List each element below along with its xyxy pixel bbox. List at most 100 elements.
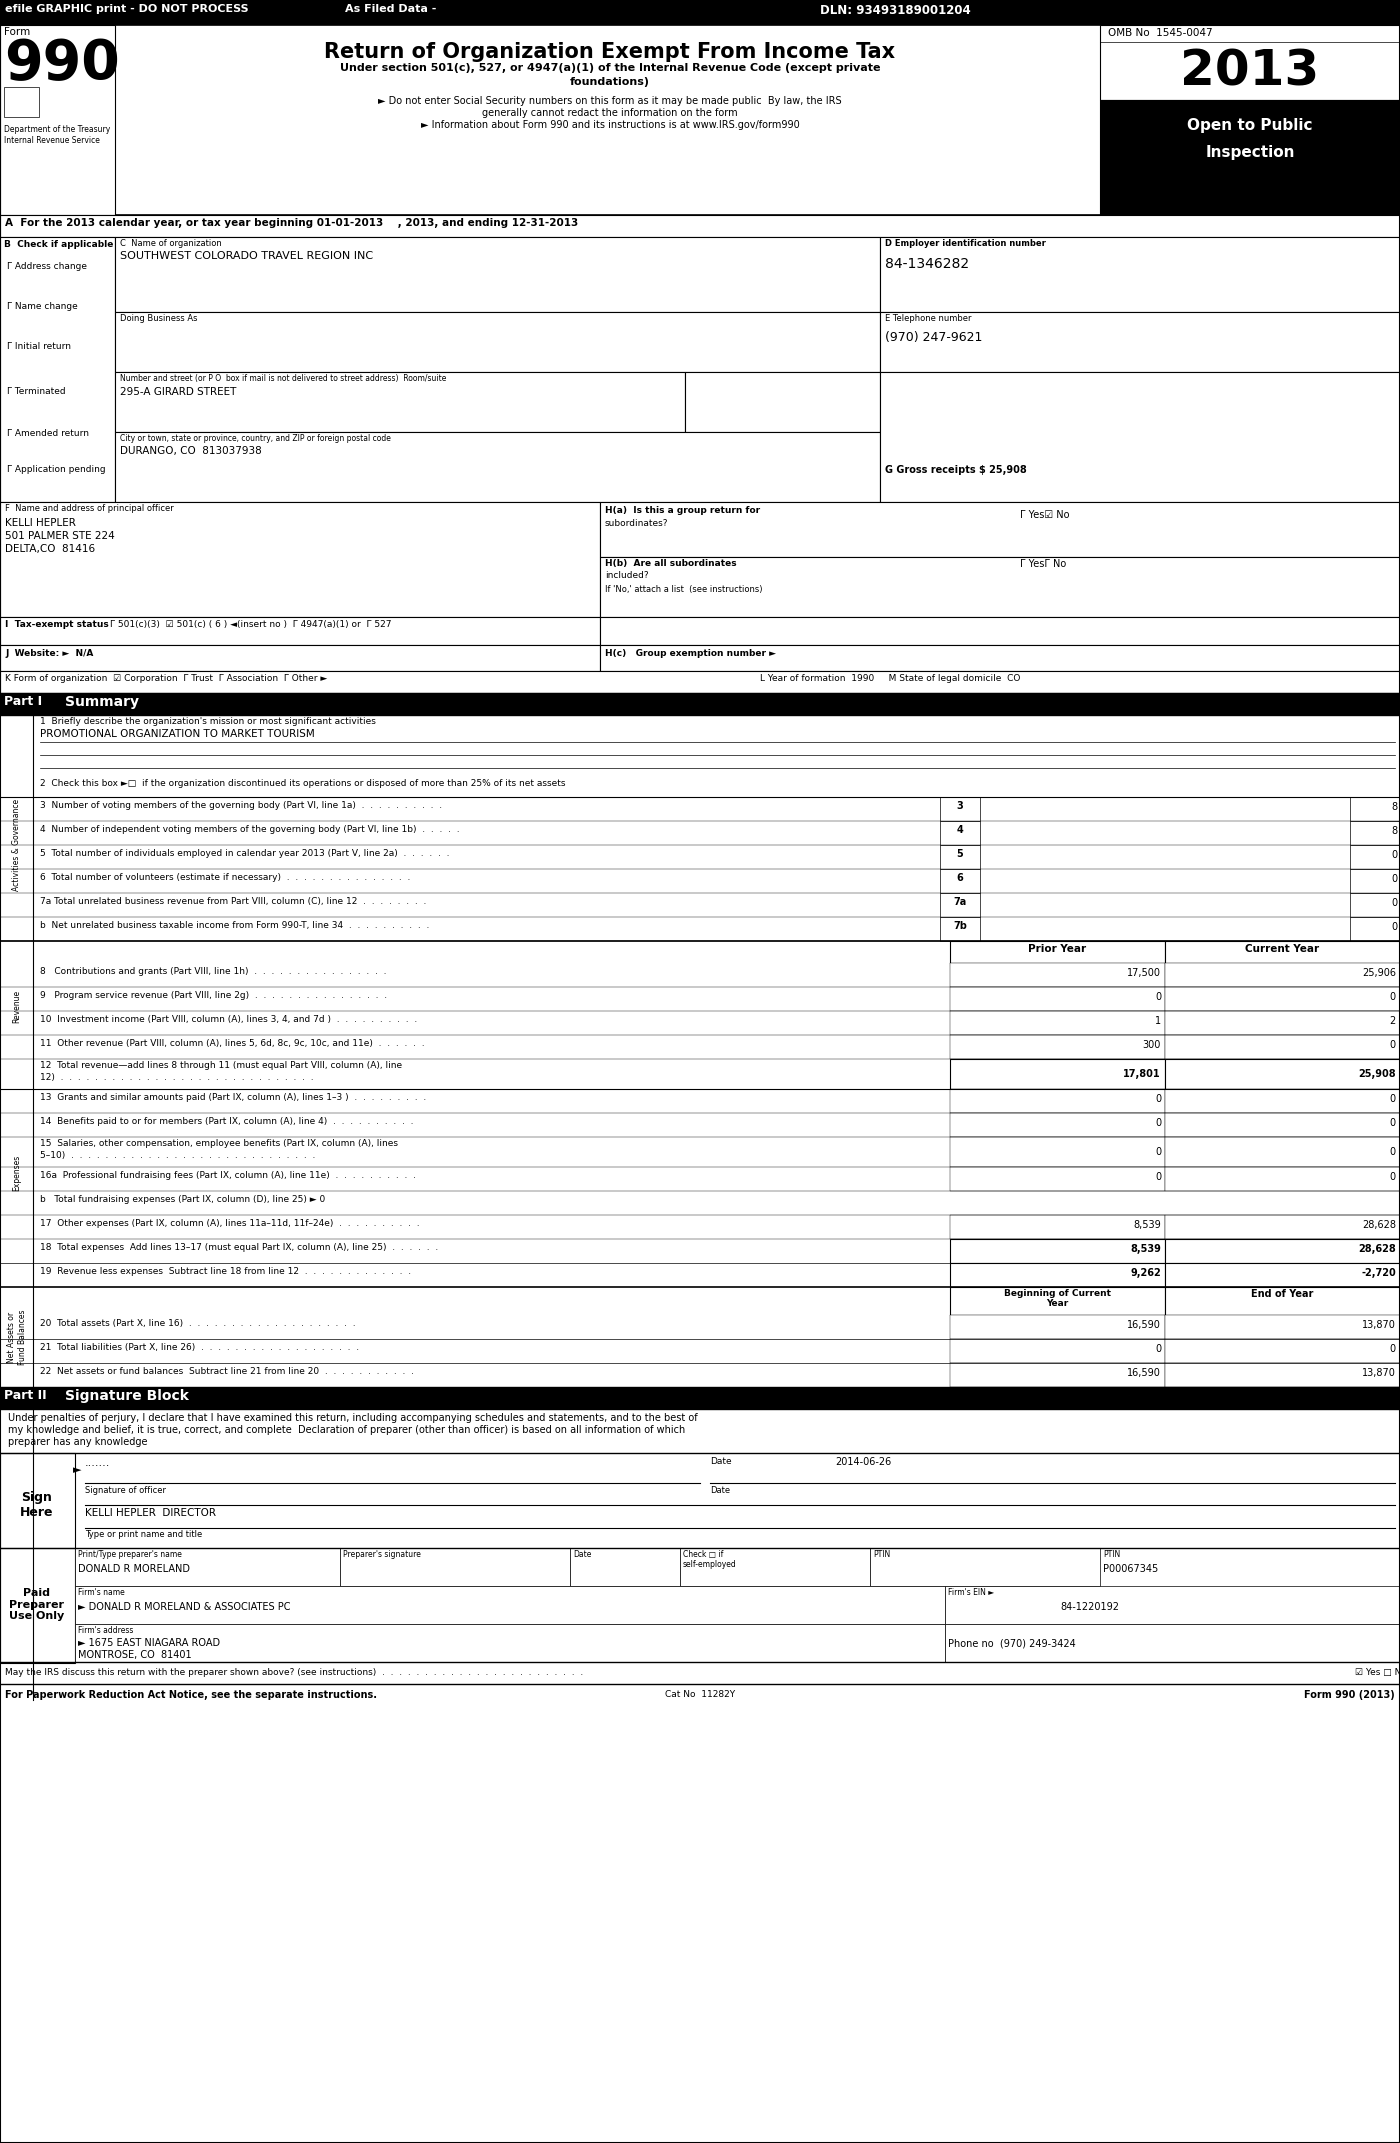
Text: For Paperwork Reduction Act Notice, see the separate instructions.: For Paperwork Reduction Act Notice, see … (6, 1691, 377, 1699)
Text: P00067345: P00067345 (1103, 1564, 1158, 1573)
Text: Γ Address change: Γ Address change (7, 261, 87, 270)
Text: Date: Date (710, 1485, 731, 1496)
Text: Γ Name change: Γ Name change (7, 302, 78, 311)
Bar (0, 692, 1400, 716)
Text: DONALD R MORELAND: DONALD R MORELAND (78, 1564, 190, 1573)
Text: (970) 247-9621: (970) 247-9621 (885, 330, 983, 345)
Text: 84-1346282: 84-1346282 (885, 257, 969, 270)
Bar (939, 821, 980, 844)
Text: Signature of officer: Signature of officer (85, 1485, 167, 1496)
Bar (601, 557, 1400, 617)
Text: PTIN: PTIN (874, 1549, 890, 1558)
Text: L Year of formation  1990     M State of legal domicile  CO: L Year of formation 1990 M State of lega… (760, 675, 1021, 684)
Bar (76, 1586, 945, 1624)
Bar (951, 1138, 1165, 1168)
Text: Print/Type preparer's name: Print/Type preparer's name (78, 1549, 182, 1558)
Bar (1165, 1239, 1400, 1262)
Text: Γ Amended return: Γ Amended return (7, 429, 90, 437)
Text: Revenue: Revenue (13, 990, 21, 1022)
Text: 12)  .  .  .  .  .  .  .  .  .  .  .  .  .  .  .  .  .  .  .  .  .  .  .  .  .  : 12) . . . . . . . . . . . . . . . . . . … (41, 1074, 314, 1082)
Bar (1165, 1059, 1400, 1089)
Text: Prior Year: Prior Year (1028, 945, 1086, 954)
Text: 0: 0 (1390, 1119, 1396, 1127)
Text: 19  Revenue less expenses  Subtract line 18 from line 12  .  .  .  .  .  .  .  .: 19 Revenue less expenses Subtract line 1… (41, 1267, 412, 1275)
Text: Phone no  (970) 249-3424: Phone no (970) 249-3424 (948, 1637, 1075, 1648)
Bar (0, 1453, 76, 1554)
Text: Open to Public: Open to Public (1187, 118, 1313, 133)
Text: Net Assets or
Fund Balances: Net Assets or Fund Balances (7, 1309, 27, 1365)
Text: 5  Total number of individuals employed in calendar year 2013 (Part V, line 2a) : 5 Total number of individuals employed i… (41, 849, 449, 857)
Text: 8: 8 (1390, 825, 1397, 836)
Bar (1350, 894, 1400, 917)
Bar (939, 870, 980, 894)
Text: Firm's address: Firm's address (78, 1627, 133, 1635)
Text: 0: 0 (1155, 1344, 1161, 1354)
Bar (951, 1363, 1165, 1387)
Text: 9,262: 9,262 (1130, 1269, 1161, 1277)
Text: 0: 0 (1390, 1172, 1396, 1183)
Text: ► Information about Form 990 and its instructions is at www.IRS.gov/form990: ► Information about Form 990 and its ins… (420, 120, 799, 131)
Bar (4, 88, 39, 118)
Bar (939, 917, 980, 941)
Bar (951, 1215, 1165, 1239)
Bar (1165, 1112, 1400, 1138)
Bar (1350, 917, 1400, 941)
Bar (951, 1089, 1165, 1112)
Text: 6  Total number of volunteers (estimate if necessary)  .  .  .  .  .  .  .  .  .: 6 Total number of volunteers (estimate i… (41, 872, 410, 883)
Bar (945, 1586, 1400, 1624)
Text: 2  Check this box ►□  if the organization discontinued its operations or dispose: 2 Check this box ►□ if the organization … (41, 780, 566, 789)
Text: Cat No  11282Y: Cat No 11282Y (665, 1691, 735, 1699)
Text: 84-1220192: 84-1220192 (1060, 1603, 1119, 1612)
Bar (881, 313, 1400, 373)
Text: 25,906: 25,906 (1362, 969, 1396, 977)
Bar (0, 26, 115, 214)
Text: Beginning of Current
Year: Beginning of Current Year (1004, 1288, 1110, 1309)
Bar (0, 0, 1400, 26)
Bar (881, 373, 1400, 501)
Bar (0, 645, 601, 671)
Bar (1165, 1089, 1400, 1112)
Text: 4  Number of independent voting members of the governing body (Part VI, line 1b): 4 Number of independent voting members o… (41, 825, 459, 834)
Text: 6: 6 (956, 872, 963, 883)
Text: 28,628: 28,628 (1362, 1219, 1396, 1230)
Text: Preparer's signature: Preparer's signature (343, 1549, 421, 1558)
Bar (1165, 1215, 1400, 1239)
Text: 5–10)  .  .  .  .  .  .  .  .  .  .  .  .  .  .  .  .  .  .  .  .  .  .  .  .  .: 5–10) . . . . . . . . . . . . . . . . . … (41, 1151, 315, 1159)
Text: 0: 0 (1390, 992, 1396, 1003)
Bar (1165, 1339, 1400, 1363)
Text: 0: 0 (1155, 992, 1161, 1003)
Text: 13,870: 13,870 (1362, 1367, 1396, 1378)
Text: 3  Number of voting members of the governing body (Part VI, line 1a)  .  .  .  .: 3 Number of voting members of the govern… (41, 801, 442, 810)
Text: ► Do not enter Social Security numbers on this form as it may be made public  By: ► Do not enter Social Security numbers o… (378, 96, 841, 105)
Text: Γ 501(c)(3)  ☑ 501(c) ( 6 ) ◄(insert no )  Γ 4947(a)(1) or  Γ 527: Γ 501(c)(3) ☑ 501(c) ( 6 ) ◄(insert no )… (111, 619, 392, 630)
Text: 0: 0 (1155, 1147, 1161, 1157)
Text: generally cannot redact the information on the form: generally cannot redact the information … (482, 107, 738, 118)
Text: Under section 501(c), 527, or 4947(a)(1) of the Internal Revenue Code (except pr: Under section 501(c), 527, or 4947(a)(1)… (340, 62, 881, 73)
Text: 0: 0 (1390, 851, 1397, 859)
Bar (951, 1239, 1165, 1262)
Text: H(c)   Group exemption number ►: H(c) Group exemption number ► (605, 649, 776, 658)
Text: 20  Total assets (Part X, line 16)  .  .  .  .  .  .  .  .  .  .  .  .  .  .  . : 20 Total assets (Part X, line 16) . . . … (41, 1318, 356, 1329)
Text: Type or print name and title: Type or print name and title (85, 1530, 202, 1539)
Text: D Employer identification number: D Employer identification number (885, 240, 1046, 249)
Bar (76, 1547, 340, 1586)
Text: H(a)  Is this a group return for: H(a) Is this a group return for (605, 506, 760, 514)
Bar (951, 941, 1165, 962)
Bar (1165, 1363, 1400, 1387)
Text: City or town, state or province, country, and ZIP or foreign postal code: City or town, state or province, country… (120, 435, 391, 444)
Text: OMB No  1545-0047: OMB No 1545-0047 (1107, 28, 1212, 39)
Text: Γ Application pending: Γ Application pending (7, 465, 105, 474)
Text: 0: 0 (1390, 1093, 1396, 1104)
Text: 0: 0 (1390, 874, 1397, 885)
Bar (0, 214, 1400, 238)
Text: As Filed Data -: As Filed Data - (344, 4, 437, 15)
Text: Department of the Treasury: Department of the Treasury (4, 124, 111, 135)
Text: Check □ if
self-employed: Check □ if self-employed (683, 1549, 736, 1569)
Text: 17,801: 17,801 (1123, 1069, 1161, 1078)
Text: 8   Contributions and grants (Part VIII, line 1h)  .  .  .  .  .  .  .  .  .  . : 8 Contributions and grants (Part VIII, l… (41, 966, 386, 975)
Bar (951, 1011, 1165, 1035)
Text: b  Net unrelated business taxable income from Form 990-T, line 34  .  .  .  .  .: b Net unrelated business taxable income … (41, 921, 430, 930)
Bar (601, 617, 1400, 645)
Text: 16,590: 16,590 (1127, 1320, 1161, 1331)
Text: KELLI HEPLER: KELLI HEPLER (6, 519, 76, 527)
